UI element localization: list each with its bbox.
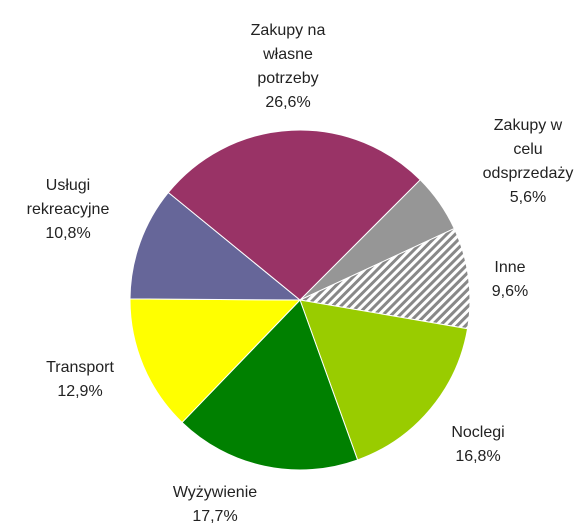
slice-label: Noclegi 16,8% bbox=[428, 421, 528, 469]
slice-name: Inne bbox=[494, 259, 526, 276]
pie-slice bbox=[129, 298, 302, 424]
slice-name: Transport bbox=[46, 359, 114, 376]
slice-label: Inne 9,6% bbox=[460, 256, 560, 304]
slice-name: Usługi rekreacyjne bbox=[26, 177, 110, 218]
slice-name: Wyżywienie bbox=[172, 484, 258, 501]
pie-slice bbox=[298, 227, 471, 330]
slice-name: Zakupy w celu odsprzedaży bbox=[482, 117, 574, 182]
pie-slice bbox=[167, 129, 421, 301]
pie-slice bbox=[181, 299, 359, 471]
slice-label: Wyżywienie 17,7% bbox=[155, 481, 275, 529]
pie-slice bbox=[129, 191, 302, 301]
slice-value: 17,7% bbox=[192, 508, 238, 525]
pie-slice bbox=[299, 299, 469, 461]
slice-name: Noclegi bbox=[451, 424, 505, 441]
slice-value: 26,6% bbox=[265, 94, 311, 111]
slice-name: Zakupy na własne potrzeby bbox=[250, 22, 326, 87]
slice-value: 16,8% bbox=[455, 448, 501, 465]
slice-value: 12,9% bbox=[57, 383, 103, 400]
slice-label: Zakupy w celu odsprzedaży 5,6% bbox=[478, 114, 578, 210]
slice-value: 10,8% bbox=[45, 225, 91, 242]
slice-label: Usługi rekreacyjne 10,8% bbox=[18, 174, 118, 246]
slice-label: Zakupy na własne potrzeby 26,6% bbox=[243, 19, 333, 115]
slice-value: 9,6% bbox=[491, 283, 529, 300]
slice-value: 5,6% bbox=[509, 189, 547, 206]
slice-label: Transport 12,9% bbox=[25, 356, 135, 404]
